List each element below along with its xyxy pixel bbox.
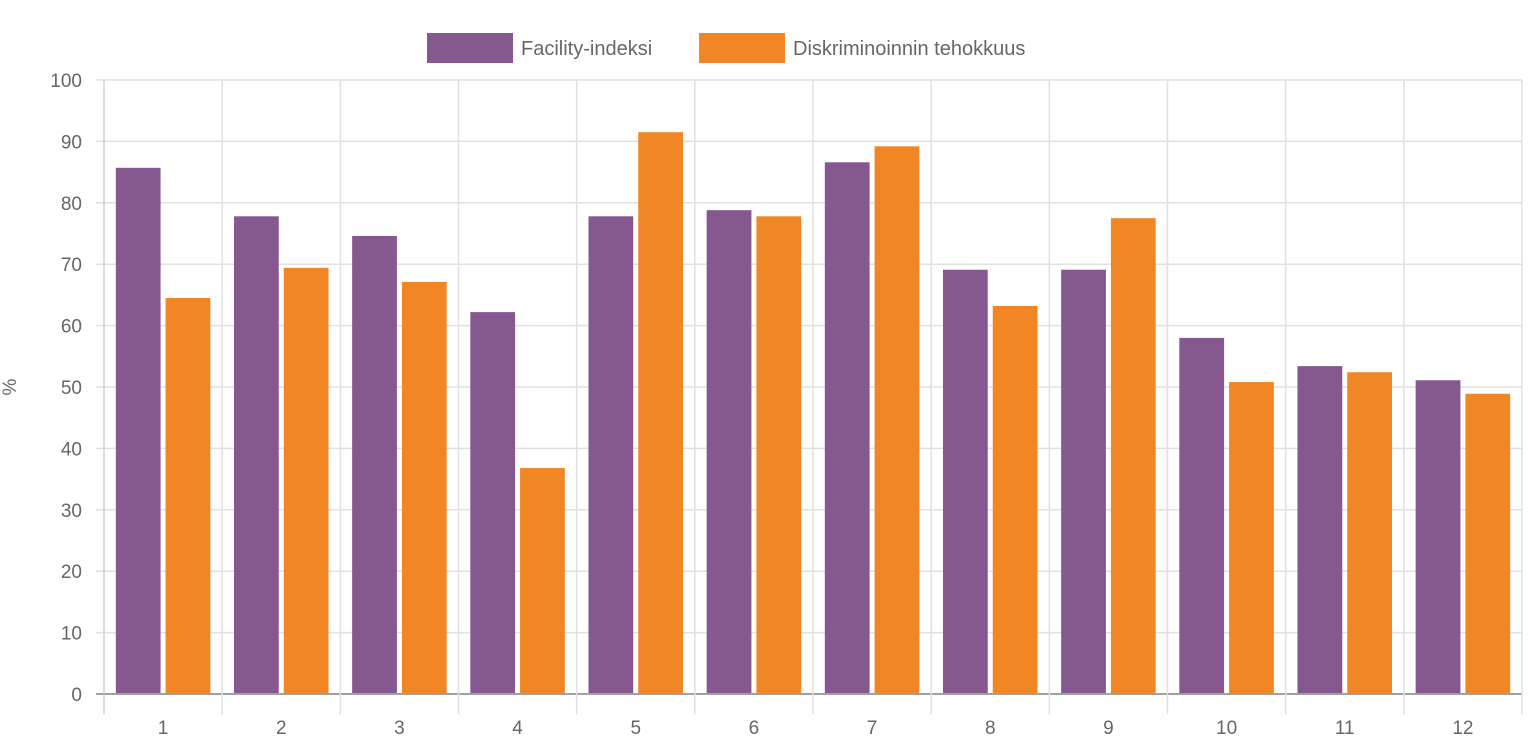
bar-facility-3[interactable] — [352, 235, 397, 693]
x-axis-ticks: 1 2 3 4 5 6 7 8 9 10 11 12 — [158, 718, 1474, 739]
bar-facility-4[interactable] — [470, 312, 516, 693]
bar-discrimination-3[interactable] — [401, 282, 447, 693]
y-tick-label: 40 — [61, 439, 82, 460]
x-tick-label: 5 — [630, 718, 641, 739]
y-axis-label: % — [0, 378, 21, 395]
x-tick-label: 8 — [985, 718, 996, 739]
y-tick-label: 30 — [61, 501, 82, 522]
bar-discrimination-6[interactable] — [756, 216, 802, 694]
bar-facility-5[interactable] — [588, 216, 634, 694]
x-tick-label: 4 — [512, 718, 523, 739]
y-tick-label: 0 — [71, 685, 82, 706]
y-tick-label: 60 — [61, 317, 82, 338]
y-tick-label: 50 — [61, 378, 82, 399]
legend-label-discrimination[interactable]: Diskriminoinnin tehokkuus — [793, 38, 1025, 60]
bar-discrimination-12[interactable] — [1465, 393, 1511, 693]
legend-label-facility[interactable]: Facility-indeksi — [521, 38, 652, 60]
bar-facility-8[interactable] — [942, 269, 988, 693]
x-tick-label: 6 — [749, 718, 760, 739]
x-tick-label: 2 — [276, 718, 287, 739]
bar-facility-10[interactable] — [1179, 337, 1225, 693]
bar-discrimination-11[interactable] — [1347, 372, 1393, 693]
bar-facility-2[interactable] — [233, 216, 279, 694]
x-tick-label: 3 — [394, 718, 405, 739]
y-tick-label: 90 — [61, 132, 82, 153]
y-tick-label: 10 — [61, 624, 82, 645]
bar-discrimination-10[interactable] — [1229, 382, 1274, 693]
bar-facility-1[interactable] — [115, 167, 161, 693]
bar-facility-6[interactable] — [706, 210, 752, 693]
bar-facility-12[interactable] — [1415, 380, 1461, 693]
bar-discrimination-4[interactable] — [520, 468, 565, 693]
y-tick-label: 80 — [61, 194, 82, 215]
y-axis-ticks: 0 10 20 30 40 50 60 70 80 90 100 — [50, 71, 82, 706]
x-tick-label: 10 — [1216, 718, 1237, 739]
bar-facility-9[interactable] — [1061, 269, 1106, 693]
x-tick-label: 9 — [1103, 718, 1114, 739]
bar-discrimination-1[interactable] — [165, 297, 211, 693]
bar-discrimination-8[interactable] — [992, 305, 1038, 693]
legend-swatch-discrimination[interactable] — [699, 33, 785, 63]
x-tick-label: 11 — [1335, 718, 1355, 739]
bar-facility-7[interactable] — [824, 162, 870, 693]
y-tick-label: 100 — [50, 71, 82, 92]
bars — [115, 132, 1511, 694]
bar-discrimination-2[interactable] — [283, 267, 329, 693]
legend-swatch-facility[interactable] — [427, 33, 513, 63]
x-tick-label: 12 — [1452, 718, 1473, 739]
legend: Facility-indeksi Diskriminoinnin tehokku… — [427, 33, 1025, 63]
bar-discrimination-9[interactable] — [1110, 218, 1156, 693]
bar-discrimination-7[interactable] — [874, 146, 920, 693]
x-tick-label: 1 — [158, 718, 169, 739]
y-tick-label: 70 — [61, 255, 82, 276]
grid — [96, 79, 1523, 714]
y-tick-label: 20 — [61, 562, 82, 583]
x-tick-label: 7 — [867, 718, 878, 739]
bar-facility-11[interactable] — [1297, 366, 1343, 693]
bar-discrimination-5[interactable] — [638, 132, 684, 693]
